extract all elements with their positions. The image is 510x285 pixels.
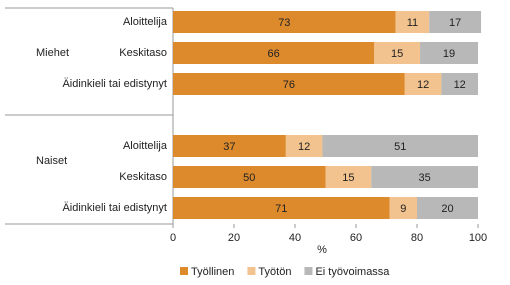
data-label: 66 [268,48,280,60]
y-tick-label: Keskitaso [119,171,167,183]
data-label: 15 [391,48,403,60]
y-tick-label: Äidinkieli tai edistynyt [62,78,167,90]
data-label: 76 [283,79,295,91]
bar-segment [173,197,390,219]
legend-label: Ei työvoimassa [315,266,390,278]
y-tick-label: Aloittelija [123,16,168,28]
x-tick-label: 20 [228,232,240,244]
bar-segment [173,73,405,95]
data-label: 9 [400,203,406,215]
x-tick-label: 0 [170,232,176,244]
y-tick-label: Keskitaso [119,47,167,59]
data-label: 37 [223,141,235,153]
bar-segment [429,11,482,33]
bar-segment [417,197,478,219]
legend-label: Työtön [258,266,291,278]
bar-segment [173,11,396,33]
legend-label: Työllinen [191,266,234,278]
x-tick-label: 80 [411,232,423,244]
bar-segment [420,42,478,64]
bar-segment [371,166,478,188]
data-label: 15 [342,172,354,184]
x-tick-label: 60 [350,232,362,244]
data-label: 71 [275,203,287,215]
data-label: 12 [454,79,466,91]
legend-swatch [304,267,313,275]
bar-segment [404,73,442,95]
data-label: 17 [449,17,461,29]
bar-segment [322,135,478,157]
bar-segment [374,42,421,64]
bar-segment [325,166,372,188]
data-label: 73 [278,17,290,29]
bar-segment [389,197,417,219]
x-tick-label: 100 [469,232,487,244]
legend-swatch [247,267,256,275]
data-label: 19 [443,48,455,60]
bar-segment [173,166,326,188]
group-label: Naiset [36,155,67,167]
y-tick-label: Aloittelija [123,140,168,152]
y-tick-label: Äidinkieli tai edistynyt [62,202,167,214]
bar-segment [441,73,478,95]
bar-segment [173,135,286,157]
data-label: 12 [417,79,429,91]
data-label: 51 [394,141,406,153]
data-label: 11 [407,17,418,29]
bar-segment [285,135,323,157]
data-label: 35 [419,172,431,184]
bar-segment [173,42,375,64]
group-label: Miehet [36,47,69,59]
data-label: 12 [298,141,310,153]
legend-swatch [180,267,188,275]
x-axis-label: % [317,244,327,256]
data-label: 20 [441,203,453,215]
data-label: 50 [243,172,255,184]
x-tick-label: 40 [289,232,301,244]
bar-segment [395,11,430,33]
